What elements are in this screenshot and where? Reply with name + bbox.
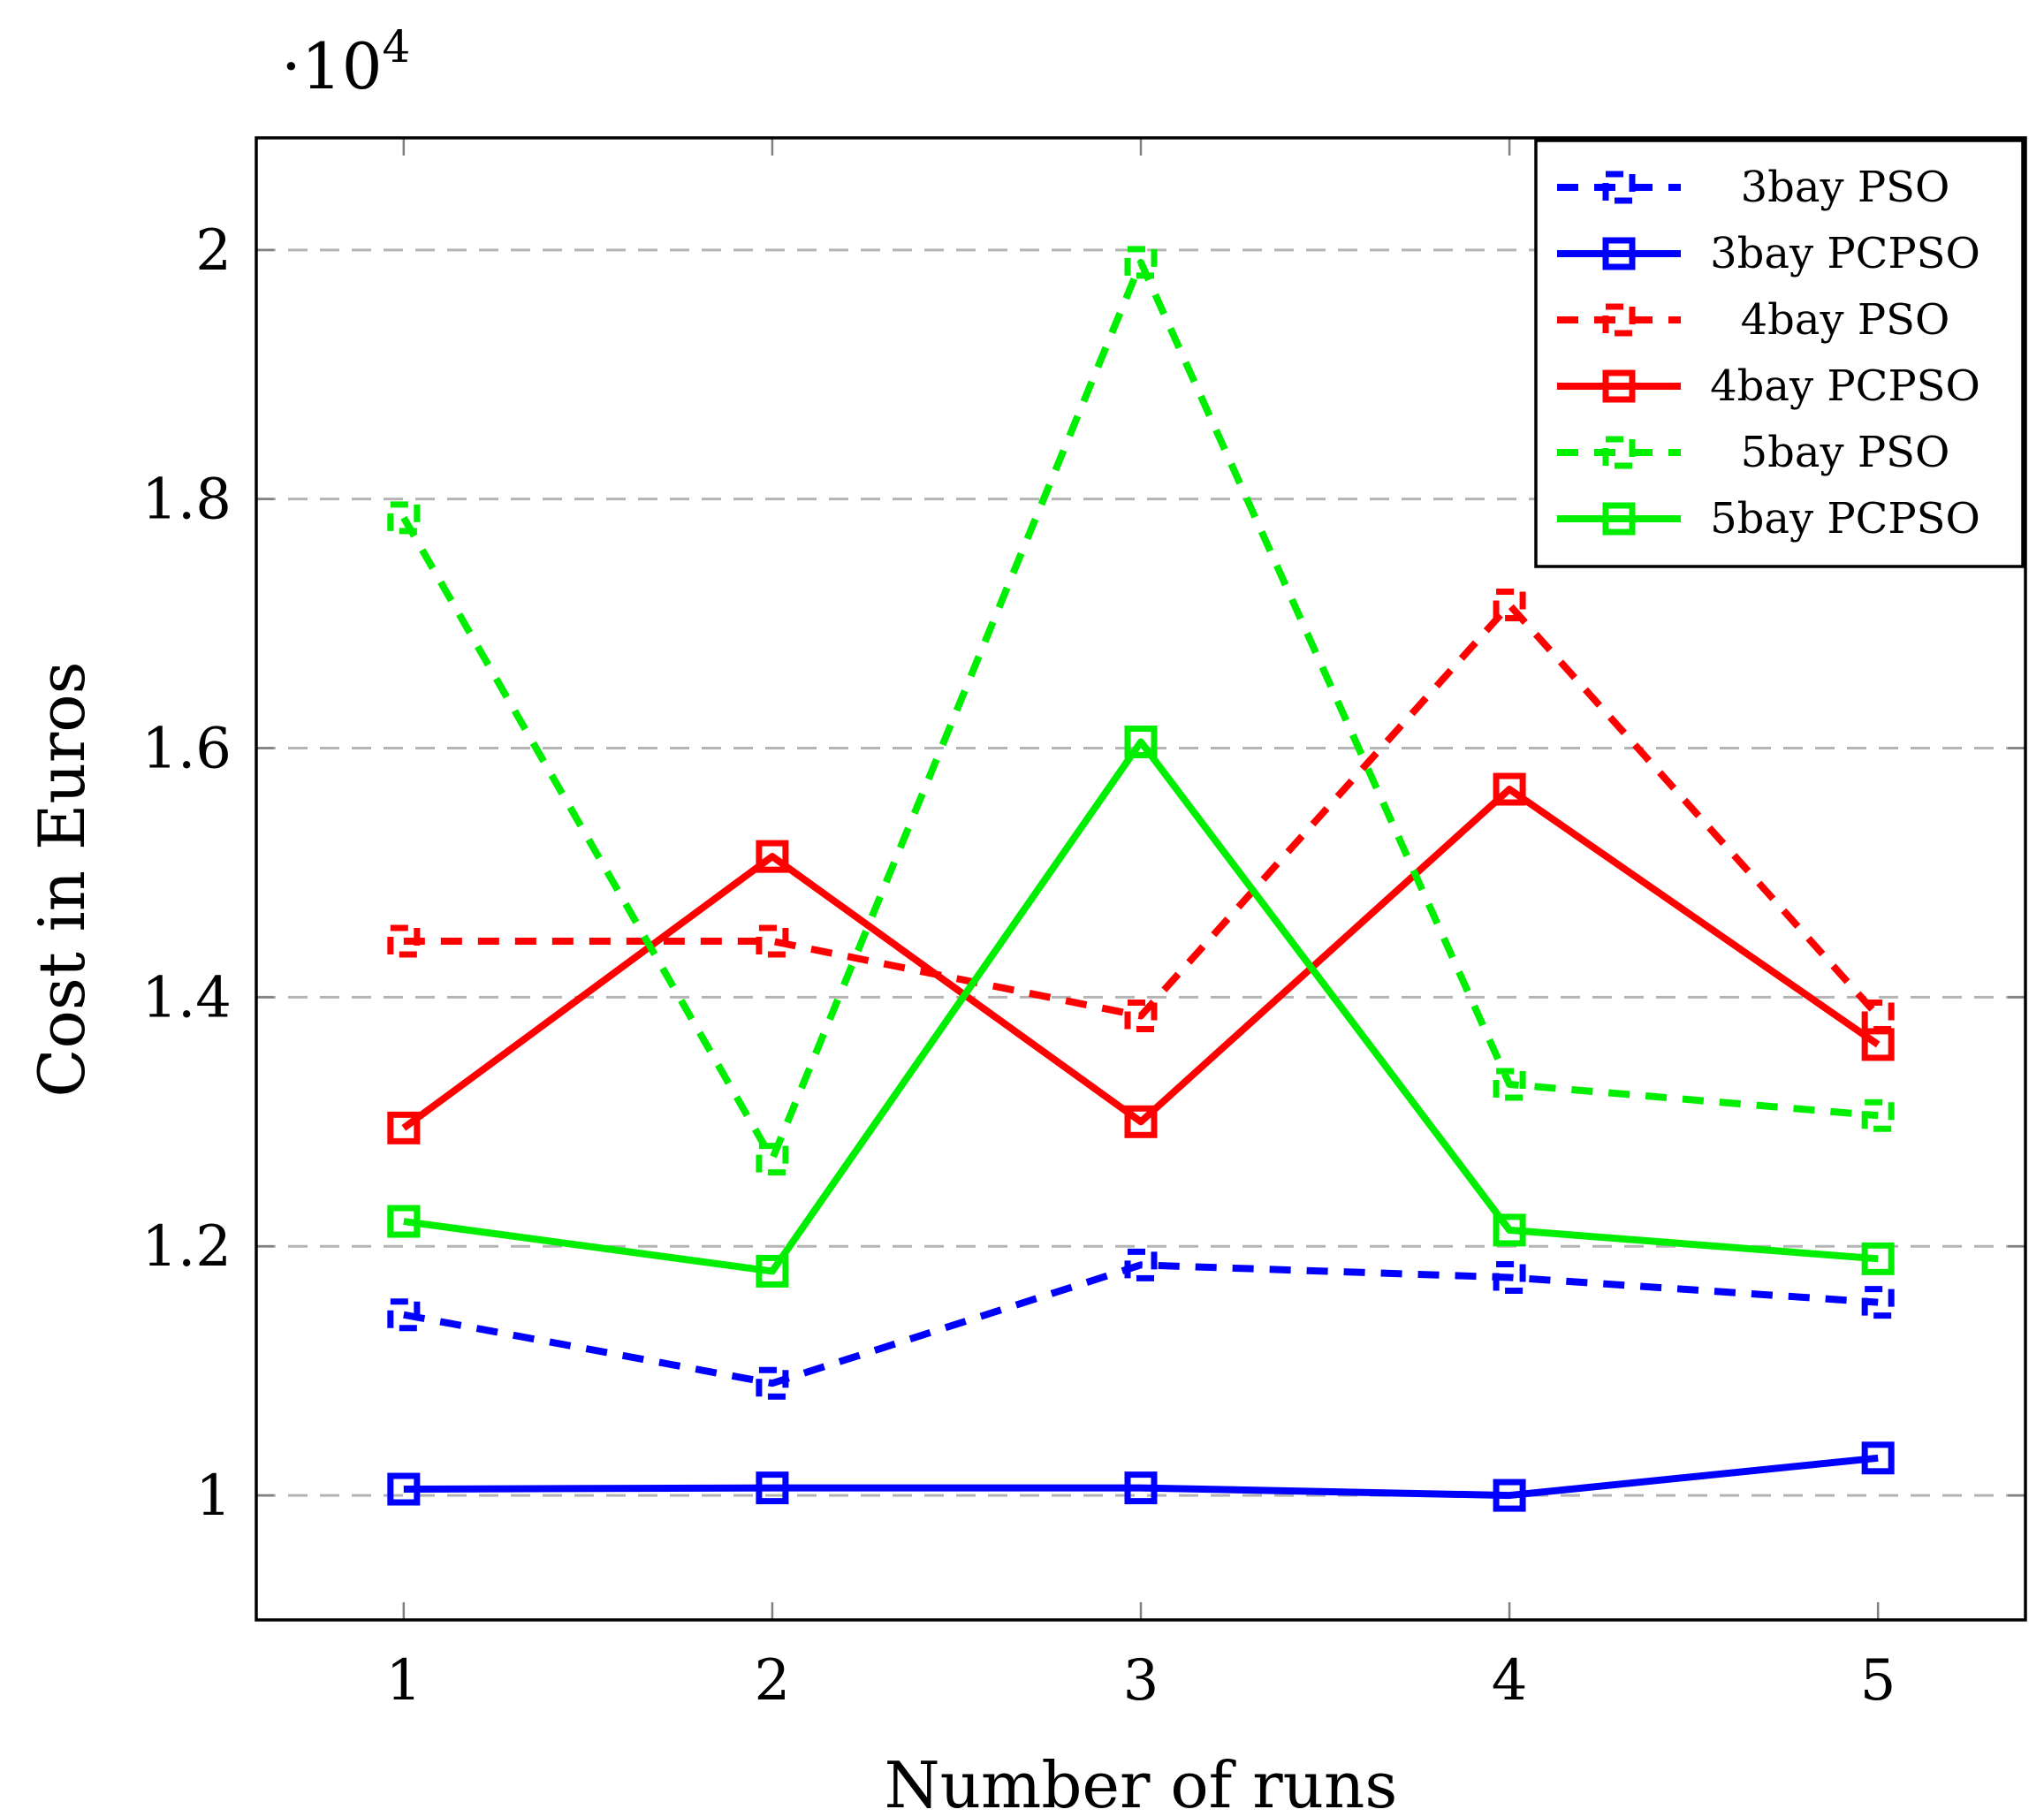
y-multiplier-exponent: 4 xyxy=(383,21,411,72)
data-point xyxy=(1493,1068,1526,1101)
legend-swatch-marker xyxy=(1602,303,1636,337)
data-point xyxy=(1493,1260,1526,1294)
legend-swatch-marker xyxy=(1602,369,1636,403)
legend-swatch-marker xyxy=(1602,171,1636,204)
y-tick-label: 1.4 xyxy=(141,965,232,1030)
data-point xyxy=(756,840,789,873)
series-line xyxy=(403,1261,1879,1387)
series-line xyxy=(400,258,1879,1163)
data-point xyxy=(1124,246,1158,279)
data-point xyxy=(756,1366,789,1400)
legend-label: 4bay PCPSO xyxy=(1710,361,1980,411)
data-point xyxy=(756,1471,789,1505)
y-tick-label: 1.2 xyxy=(141,1214,232,1280)
legend-swatch-marker xyxy=(1602,237,1636,270)
x-tick-label: 2 xyxy=(755,1648,791,1714)
data-point xyxy=(1861,1286,1895,1319)
data-point xyxy=(1861,1028,1895,1061)
x-tick-label: 3 xyxy=(1123,1648,1159,1714)
legend-label: 5bay PSO xyxy=(1741,428,1950,477)
data-point xyxy=(387,501,421,535)
legend-entry: 3bay PSO xyxy=(1557,163,1949,212)
data-point xyxy=(1861,1242,1895,1275)
data-point xyxy=(387,1111,421,1144)
y-axis-title: Cost in Euros xyxy=(25,661,99,1097)
data-point xyxy=(1124,1248,1158,1281)
data-point xyxy=(1124,1105,1158,1138)
data-point xyxy=(1493,1479,1526,1512)
series-group xyxy=(387,246,1895,1512)
y-tick-label: 1 xyxy=(195,1463,232,1529)
legend-entry: 5bay PSO xyxy=(1557,428,1949,477)
y-multiplier-base: ·10 xyxy=(281,29,383,103)
data-point xyxy=(1124,1000,1158,1033)
series-line xyxy=(403,1454,1879,1500)
data-point xyxy=(756,1254,789,1288)
series-3bay-pcpso xyxy=(387,1441,1895,1512)
series-line xyxy=(403,601,1881,1020)
x-tick-label: 5 xyxy=(1860,1648,1896,1714)
data-point xyxy=(1124,725,1158,758)
legend-entry: 5bay PCPSO xyxy=(1557,494,1980,544)
legend-label: 4bay PSO xyxy=(1741,295,1950,345)
data-point xyxy=(387,1472,421,1506)
series-line xyxy=(403,738,1879,1275)
legend-entry: 3bay PCPSO xyxy=(1557,229,1980,278)
x-tick-label: 4 xyxy=(1492,1648,1528,1714)
y-tick-label: 1.8 xyxy=(141,468,232,533)
legend-entry: 4bay PSO xyxy=(1557,295,1949,345)
plot-frame xyxy=(255,136,2027,1622)
data-point xyxy=(1124,1471,1158,1505)
legend-swatch-marker xyxy=(1602,436,1636,469)
legend-label: 3bay PCPSO xyxy=(1710,229,1980,278)
legend-label: 5bay PCPSO xyxy=(1710,494,1980,544)
data-point xyxy=(1861,1099,1895,1132)
series-5bay-pso xyxy=(387,246,1895,1176)
data-point xyxy=(1493,588,1526,621)
x-tick-label: 1 xyxy=(385,1648,422,1714)
data-point xyxy=(387,924,421,958)
data-point xyxy=(1493,1213,1526,1247)
data-point xyxy=(387,1298,421,1332)
x-axis-title: Number of runs xyxy=(885,1748,1398,1817)
data-point xyxy=(1861,1441,1895,1475)
legend-label: 3bay PSO xyxy=(1741,163,1950,212)
tick-labels: 1 1.2 1.4 1.6 1.8 2 1 2 3 4 5 xyxy=(141,218,1896,1714)
legend-swatch-marker xyxy=(1602,502,1636,536)
y-axis-multiplier: ·104 xyxy=(281,21,410,103)
data-point xyxy=(756,1143,789,1176)
legend-entry: 4bay PCPSO xyxy=(1557,361,1980,411)
y-tick-label: 1.6 xyxy=(141,717,232,782)
legend-box xyxy=(1534,139,2025,568)
data-point xyxy=(387,1205,421,1238)
y-tick-label: 2 xyxy=(195,218,232,284)
series-3bay-pso xyxy=(387,1248,1895,1400)
data-point xyxy=(756,924,789,958)
data-point xyxy=(1493,772,1526,806)
legend: 3bay PSO 3bay PCPSO 4bay PSO 4bay PCPSO 5bay… xyxy=(1534,139,2025,568)
series-5bay-pcpso xyxy=(387,725,1895,1288)
